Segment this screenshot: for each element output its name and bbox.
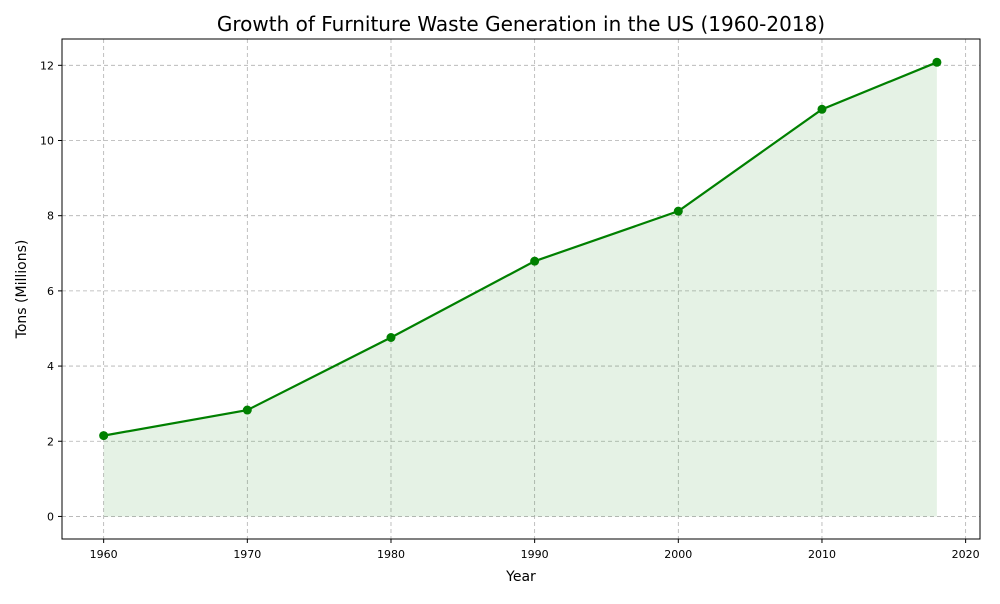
y-tick-label: 4 bbox=[47, 360, 54, 373]
x-ticks: 1960 1970 1980 1990 2000 2010 2020 bbox=[90, 539, 980, 561]
y-tick-label: 10 bbox=[40, 135, 54, 148]
data-point bbox=[673, 206, 683, 216]
chart-title: Growth of Furniture Waste Generation in … bbox=[217, 12, 825, 36]
y-axis-label: Tons (Millions) bbox=[14, 240, 30, 340]
x-tick-label: 2010 bbox=[808, 548, 836, 561]
y-tick-label: 0 bbox=[47, 510, 54, 523]
area-fill bbox=[103, 62, 937, 517]
data-point bbox=[242, 405, 252, 415]
x-axis-label: Year bbox=[505, 569, 536, 585]
y-tick-label: 6 bbox=[47, 285, 54, 298]
data-point bbox=[386, 332, 396, 342]
x-tick-label: 1990 bbox=[521, 548, 549, 561]
x-tick-label: 1970 bbox=[233, 548, 261, 561]
series bbox=[99, 57, 942, 441]
x-tick-label: 1960 bbox=[90, 548, 118, 561]
x-tick-label: 1980 bbox=[377, 548, 405, 561]
data-point bbox=[932, 57, 942, 67]
y-tick-label: 12 bbox=[40, 59, 54, 72]
y-tick-label: 2 bbox=[47, 435, 54, 448]
grid bbox=[62, 39, 980, 539]
x-tick-label: 2000 bbox=[664, 548, 692, 561]
data-point bbox=[817, 104, 827, 114]
axes-frame bbox=[61, 38, 981, 540]
x-tick-label: 2020 bbox=[952, 548, 980, 561]
data-point bbox=[99, 431, 109, 441]
y-ticks: 0 2 4 6 8 10 12 bbox=[40, 59, 62, 523]
y-tick-label: 8 bbox=[47, 210, 54, 223]
data-point bbox=[530, 256, 540, 266]
area-under-line bbox=[103, 62, 937, 517]
